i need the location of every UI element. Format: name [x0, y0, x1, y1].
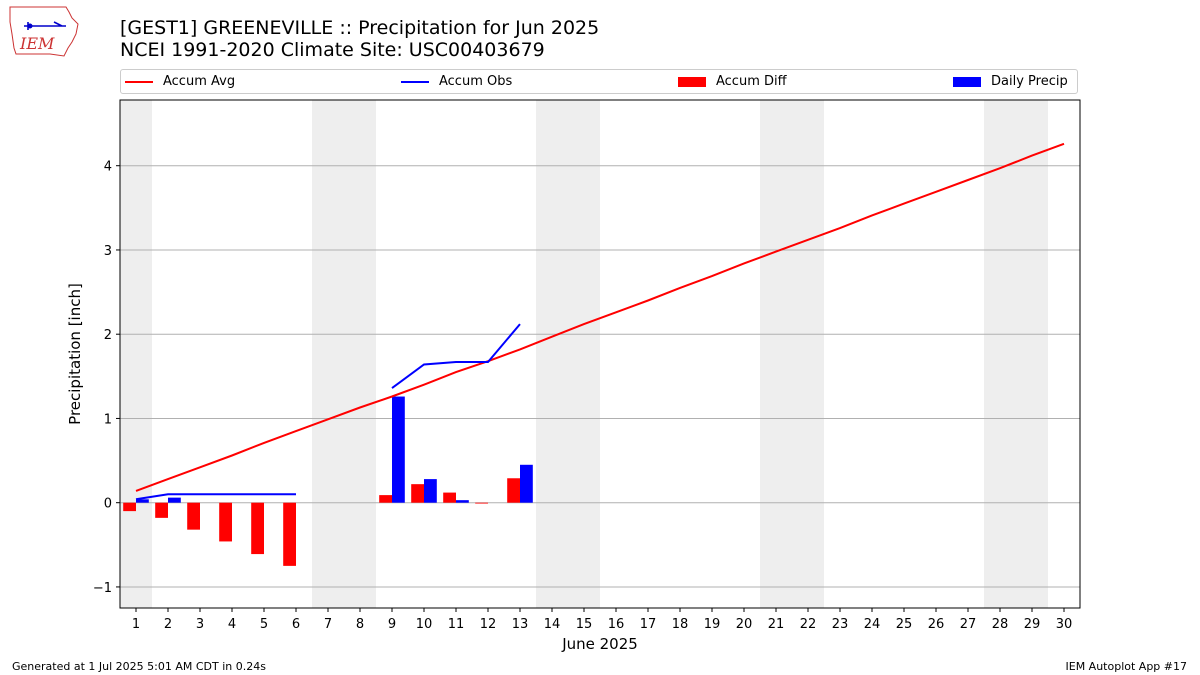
x-tick-label-22: 22	[800, 617, 817, 632]
bars	[123, 396, 533, 566]
x-tick-label-6: 6	[292, 617, 300, 632]
weekend-shade-day-14	[536, 100, 568, 608]
legend-item-accum-obs: Accum Obs	[401, 74, 512, 90]
x-tick-label-23: 23	[832, 617, 849, 632]
accum-diff-bar-day-13	[507, 478, 520, 503]
legend-swatch-accum-diff	[678, 76, 706, 87]
x-tick-label-19: 19	[704, 617, 721, 632]
weekend-shade-day-21	[760, 100, 792, 608]
y-axis-ticks: −1 0 1 2 3 4	[93, 160, 120, 596]
weekend-shade-day-28	[984, 100, 1016, 608]
y-tick-label-3: 2	[104, 328, 112, 343]
accum-avg-line	[135, 142, 1065, 492]
x-tick-label-13: 13	[512, 617, 529, 632]
chart-title: [GEST1] GREENEVILLE :: Precipitation for…	[120, 17, 599, 61]
chart-title-line1: [GEST1] GREENEVILLE :: Precipitation for…	[120, 17, 600, 39]
x-tick-label-16: 16	[608, 617, 625, 632]
x-tick-label-14: 14	[544, 617, 561, 632]
x-tick-label-10: 10	[416, 617, 433, 632]
daily-precip-bar-day-13	[520, 464, 533, 503]
accum-diff-bar-day-3	[187, 502, 200, 530]
accum-diff-bar-day-11	[443, 492, 456, 503]
x-tick-label-4: 4	[228, 617, 236, 632]
y-axis-label: Precipitation [inch]	[66, 283, 84, 425]
x-tick-label-5: 5	[260, 617, 268, 632]
accum-obs-line-segment-1	[391, 323, 521, 389]
x-tick-label-2: 2	[164, 617, 172, 632]
x-tick-label-28: 28	[992, 617, 1009, 632]
legend-label-accum-diff: Accum Diff	[716, 74, 787, 89]
weekend-shade-day-7	[312, 100, 344, 608]
weekend-shading	[120, 100, 1048, 608]
y-tick-label-0: −1	[93, 581, 112, 596]
x-tick-label-26: 26	[928, 617, 945, 632]
legend-label-daily-precip: Daily Precip	[991, 74, 1068, 89]
daily-precip-bar-day-9	[392, 396, 405, 503]
x-tick-label-3: 3	[196, 617, 204, 632]
weekend-shade-day-8	[344, 100, 376, 608]
x-axis-label: June 2025	[561, 635, 638, 653]
x-tick-label-15: 15	[576, 617, 593, 632]
x-tick-label-21: 21	[768, 617, 785, 632]
y-tick-label-5: 4	[104, 160, 112, 175]
x-tick-label-24: 24	[864, 617, 881, 632]
legend-label-accum-obs: Accum Obs	[439, 74, 513, 89]
weekend-shade-day-1	[120, 100, 152, 608]
x-tick-label-8: 8	[356, 617, 364, 632]
legend-item-accum-avg: Accum Avg	[125, 74, 235, 90]
daily-precip-bar-day-2	[168, 497, 181, 503]
weekend-shade-day-29	[1016, 100, 1048, 608]
accum-diff-bar-day-1	[123, 502, 136, 512]
daily-precip-bar-day-11	[456, 500, 469, 503]
y-tick-label-4: 3	[104, 244, 112, 259]
x-tick-label-25: 25	[896, 617, 913, 632]
footer-app-id: IEM Autoplot App #17	[1065, 660, 1188, 673]
y-tick-label-2: 1	[104, 412, 112, 427]
iowa-map-icon: IEM	[9, 6, 79, 57]
daily-precip-bar-day-1	[136, 499, 149, 503]
x-tick-label-30: 30	[1056, 617, 1073, 632]
lines	[135, 142, 1065, 501]
accum-diff-bar-day-12	[475, 502, 488, 504]
x-tick-label-18: 18	[672, 617, 689, 632]
accum-diff-bar-day-2	[155, 502, 168, 518]
accum-diff-bar-day-5	[251, 502, 264, 555]
y-tick-label-1: 0	[104, 497, 112, 512]
x-tick-label-12: 12	[480, 617, 497, 632]
daily-precip-bar-day-10	[424, 479, 437, 503]
legend-swatch-accum-avg	[125, 80, 153, 83]
x-tick-label-9: 9	[388, 617, 396, 632]
x-tick-label-17: 17	[640, 617, 657, 632]
legend-swatch-accum-obs	[401, 80, 429, 83]
chart-title-line2: NCEI 1991-2020 Climate Site: USC00403679	[120, 39, 545, 61]
x-tick-label-20: 20	[736, 617, 753, 632]
legend-swatch-daily-precip	[953, 76, 981, 87]
y-gridlines	[120, 165, 1080, 588]
x-tick-label-27: 27	[960, 617, 977, 632]
accum-diff-bar-day-9	[379, 495, 392, 503]
weekend-shade-day-22	[792, 100, 824, 608]
iem-logo: IEM	[6, 4, 82, 62]
accum-diff-bar-day-10	[411, 484, 424, 503]
accum-diff-bar-day-4	[219, 502, 232, 542]
legend-label-accum-avg: Accum Avg	[163, 74, 236, 89]
weekend-shade-day-15	[568, 100, 600, 608]
legend: Accum Avg Accum Obs Accum Diff Daily Pre…	[120, 69, 1078, 94]
svg-text:IEM: IEM	[19, 34, 55, 53]
footer-generated: Generated at 1 Jul 2025 5:01 AM CDT in 0…	[12, 660, 266, 673]
legend-item-accum-diff: Accum Diff	[678, 74, 787, 90]
x-tick-label-11: 11	[448, 617, 465, 632]
plot-frame	[119, 99, 1081, 609]
x-axis-ticks: 1 2 3 4 5 6 7 8 9 10 11 12 13 14 15 16 17 18 19 20 21 22 23 24 2…	[132, 608, 1072, 632]
accum-obs-line-segment-0	[135, 493, 296, 501]
x-tick-label-1: 1	[132, 617, 140, 632]
x-tick-label-29: 29	[1024, 617, 1041, 632]
accum-diff-bar-day-6	[283, 502, 296, 566]
legend-item-daily-precip: Daily Precip	[953, 74, 1068, 90]
x-tick-label-7: 7	[324, 617, 332, 632]
